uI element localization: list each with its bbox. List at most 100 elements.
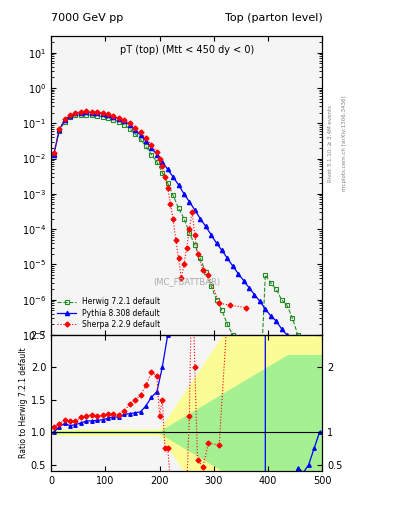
Sherpa 2.2.9 default	[116, 115, 121, 121]
Sherpa 2.2.9 default	[106, 111, 110, 117]
Pythia 8.308 default	[100, 111, 105, 117]
Pythia 8.308 default	[274, 318, 279, 324]
Herwig 7.2.1 default	[252, 378, 257, 384]
Herwig 7.2.1 default	[257, 392, 262, 398]
Sherpa 2.2.9 default	[173, 237, 178, 243]
Sherpa 2.2.9 default	[176, 255, 181, 261]
Pythia 8.308 default	[187, 199, 192, 205]
Pythia 8.308 default	[127, 122, 132, 128]
Herwig 7.2.1 default	[198, 255, 203, 261]
Herwig 7.2.1 default	[187, 229, 192, 236]
Sherpa 2.2.9 default	[244, 305, 249, 311]
Pythia 8.308 default	[198, 216, 203, 222]
Herwig 7.2.1 default	[165, 180, 170, 186]
Herwig 7.2.1 default	[62, 119, 67, 125]
Sherpa 2.2.9 default	[171, 216, 175, 222]
Herwig 7.2.1 default	[57, 128, 62, 134]
Text: (MC_FBATTBAR): (MC_FBATTBAR)	[153, 276, 220, 286]
Line: Herwig 7.2.1 default: Herwig 7.2.1 default	[52, 113, 321, 397]
Herwig 7.2.1 default	[279, 296, 284, 303]
Sherpa 2.2.9 default	[62, 116, 67, 122]
Herwig 7.2.1 default	[149, 152, 154, 158]
Herwig 7.2.1 default	[84, 112, 89, 118]
Pythia 8.308 default	[122, 118, 127, 124]
Herwig 7.2.1 default	[106, 115, 110, 121]
Text: mcplots.cern.ch [arXiv:1306.3436]: mcplots.cern.ch [arXiv:1306.3436]	[342, 96, 347, 191]
Pythia 8.308 default	[133, 127, 138, 133]
Herwig 7.2.1 default	[247, 367, 252, 373]
Herwig 7.2.1 default	[138, 136, 143, 142]
Sherpa 2.2.9 default	[157, 156, 162, 162]
Herwig 7.2.1 default	[90, 112, 94, 118]
Pythia 8.308 default	[160, 159, 165, 165]
Herwig 7.2.1 default	[100, 114, 105, 120]
Herwig 7.2.1 default	[312, 357, 316, 363]
Herwig 7.2.1 default	[296, 332, 300, 338]
Pythia 8.308 default	[279, 326, 284, 332]
Pythia 8.308 default	[182, 191, 186, 197]
Pythia 8.308 default	[165, 166, 170, 172]
Herwig 7.2.1 default	[241, 357, 246, 363]
Sherpa 2.2.9 default	[95, 109, 99, 115]
Herwig 7.2.1 default	[133, 131, 138, 137]
Pythia 8.308 default	[154, 152, 159, 158]
Sherpa 2.2.9 default	[163, 174, 167, 180]
Sherpa 2.2.9 default	[79, 109, 83, 115]
Herwig 7.2.1 default	[214, 296, 219, 303]
Text: Rivet 3.1.10; ≥ 3.4M events: Rivet 3.1.10; ≥ 3.4M events	[328, 105, 333, 182]
Herwig 7.2.1 default	[290, 315, 295, 321]
Sherpa 2.2.9 default	[122, 117, 127, 123]
Sherpa 2.2.9 default	[138, 130, 143, 136]
Sherpa 2.2.9 default	[195, 251, 200, 257]
Herwig 7.2.1 default	[274, 286, 279, 292]
Pythia 8.308 default	[171, 174, 175, 180]
Sherpa 2.2.9 default	[193, 231, 197, 238]
Pythia 8.308 default	[214, 240, 219, 246]
Text: 7000 GeV pp: 7000 GeV pp	[51, 13, 123, 23]
Pythia 8.308 default	[230, 263, 235, 269]
Herwig 7.2.1 default	[285, 302, 289, 308]
Pythia 8.308 default	[301, 350, 306, 356]
Herwig 7.2.1 default	[307, 346, 311, 352]
Herwig 7.2.1 default	[160, 169, 165, 176]
Pythia 8.308 default	[57, 127, 62, 133]
Herwig 7.2.1 default	[51, 152, 56, 158]
Sherpa 2.2.9 default	[154, 150, 159, 156]
Pythia 8.308 default	[263, 306, 268, 312]
Herwig 7.2.1 default	[317, 367, 322, 373]
Sherpa 2.2.9 default	[57, 126, 62, 132]
Pythia 8.308 default	[95, 110, 99, 116]
Sherpa 2.2.9 default	[144, 135, 149, 141]
Herwig 7.2.1 default	[127, 125, 132, 132]
Pythia 8.308 default	[79, 110, 83, 116]
Pythia 8.308 default	[236, 270, 241, 276]
Pythia 8.308 default	[203, 223, 208, 229]
Pythia 8.308 default	[285, 332, 289, 338]
Sherpa 2.2.9 default	[206, 272, 211, 278]
Sherpa 2.2.9 default	[127, 120, 132, 126]
Pythia 8.308 default	[90, 110, 94, 116]
Herwig 7.2.1 default	[176, 205, 181, 211]
Y-axis label: Ratio to Herwig 7.2.1 default: Ratio to Herwig 7.2.1 default	[19, 348, 28, 458]
Herwig 7.2.1 default	[154, 159, 159, 165]
Pythia 8.308 default	[144, 138, 149, 144]
Sherpa 2.2.9 default	[184, 245, 189, 251]
Pythia 8.308 default	[241, 278, 246, 284]
Pythia 8.308 default	[317, 367, 322, 373]
Herwig 7.2.1 default	[263, 272, 268, 278]
Pythia 8.308 default	[68, 113, 72, 119]
Herwig 7.2.1 default	[182, 216, 186, 222]
Sherpa 2.2.9 default	[228, 302, 232, 308]
Herwig 7.2.1 default	[301, 335, 306, 342]
Line: Sherpa 2.2.9 default: Sherpa 2.2.9 default	[52, 110, 248, 309]
Sherpa 2.2.9 default	[179, 275, 184, 282]
Herwig 7.2.1 default	[236, 343, 241, 349]
Sherpa 2.2.9 default	[160, 163, 165, 169]
Pythia 8.308 default	[290, 337, 295, 344]
Herwig 7.2.1 default	[144, 143, 149, 150]
Sherpa 2.2.9 default	[149, 141, 154, 147]
Sherpa 2.2.9 default	[100, 110, 105, 116]
Sherpa 2.2.9 default	[51, 151, 56, 157]
Sherpa 2.2.9 default	[165, 184, 170, 190]
Pythia 8.308 default	[257, 298, 262, 305]
